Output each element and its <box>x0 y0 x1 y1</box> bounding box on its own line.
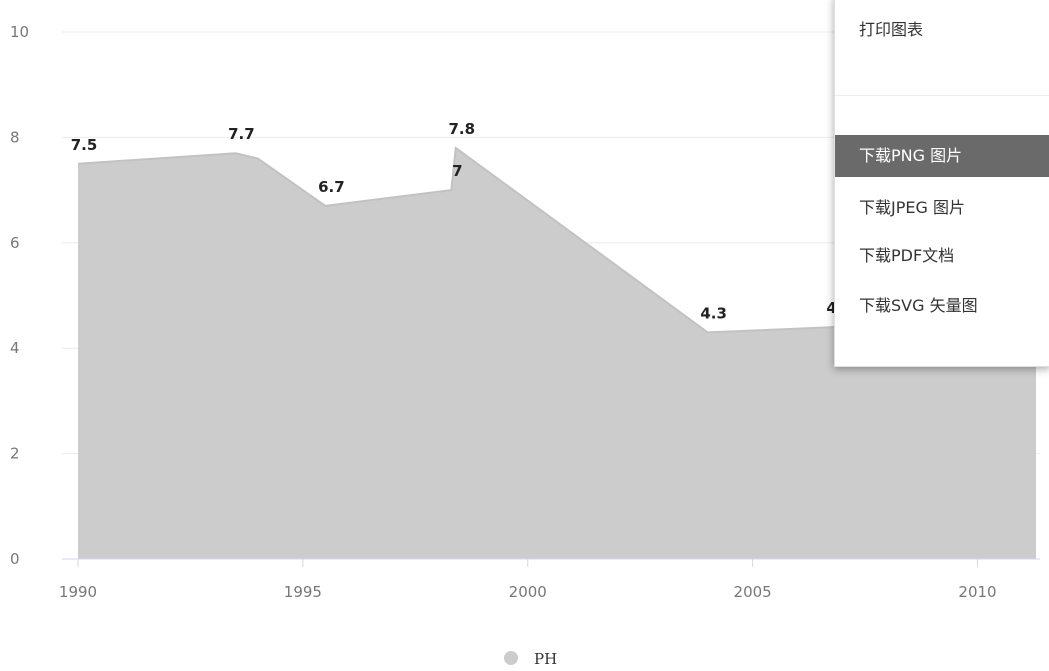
y-tick-label: 10 <box>10 23 29 41</box>
data-label: 7 <box>452 162 462 180</box>
x-tick-label: 2010 <box>958 583 996 601</box>
menu-item-download-png[interactable]: 下载PNG 图片 <box>835 135 1049 177</box>
menu-item-download-jpeg[interactable]: 下载JPEG 图片 <box>859 198 965 217</box>
menu-item-download-pdf[interactable]: 下载PDF文档 <box>859 246 955 265</box>
menu-item-print-chart[interactable]: 打印图表 <box>859 20 924 39</box>
data-label: 7.8 <box>449 120 476 138</box>
legend-marker-icon <box>504 651 518 665</box>
x-axis-ticks: 1990 1995 2000 2005 2010 <box>59 558 1040 601</box>
legend-label[interactable]: PH <box>534 650 557 668</box>
legend[interactable]: PH <box>504 650 557 668</box>
y-tick-label: 2 <box>10 445 20 463</box>
data-label: 7.5 <box>71 136 98 154</box>
x-tick-label: 1990 <box>59 583 97 601</box>
y-tick-label: 0 <box>10 550 20 568</box>
y-tick-label: 4 <box>10 339 20 357</box>
x-tick-label: 1995 <box>284 583 322 601</box>
y-tick-label: 8 <box>10 128 20 146</box>
data-label: 7.7 <box>228 125 255 143</box>
series-line <box>77 146 1036 334</box>
export-menu: 打印图表 下载PNG 图片 下载JPEG 图片 下载PDF文档 下载SVG 矢量… <box>834 0 1049 367</box>
data-labels: 7.57.76.777.84.34.4 <box>71 120 853 322</box>
series-area-fill <box>78 147 1036 559</box>
x-tick-label: 2005 <box>734 583 772 601</box>
series-area <box>77 146 1036 559</box>
x-tick-label: 2000 <box>509 583 547 601</box>
data-label: 6.7 <box>318 178 345 196</box>
menu-separator <box>835 95 1049 96</box>
y-axis-ticks: 0 2 4 6 8 10 <box>10 23 29 568</box>
y-tick-label: 6 <box>10 234 20 252</box>
menu-item-download-svg[interactable]: 下载SVG 矢量图 <box>859 296 978 315</box>
data-label: 4.3 <box>700 304 727 322</box>
